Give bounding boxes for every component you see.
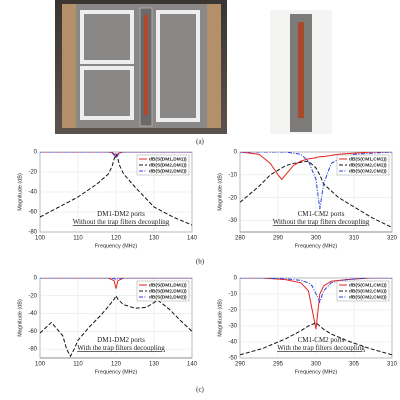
series-line bbox=[40, 278, 192, 289]
x-tick-label: 100 bbox=[35, 362, 46, 368]
x-tick-label: 140 bbox=[187, 362, 198, 368]
legend-label: dB(S(DM2,DM2)) bbox=[149, 168, 187, 174]
y-tick-label: -20 bbox=[228, 308, 237, 314]
panel-label: (b) bbox=[196, 258, 205, 266]
chart: 280 290 300 310 320 0 -10 -20 -30 Frequency (MHz)… bbox=[217, 150, 397, 250]
x-tick-label: 140 bbox=[187, 236, 198, 242]
annotation: CM1-CM2 ports bbox=[298, 336, 345, 344]
x-tick-label: 320 bbox=[387, 236, 398, 242]
legend-label: dB(S(CM2,CM2)) bbox=[349, 168, 387, 174]
legend-box bbox=[336, 154, 390, 176]
y-tick-label: -30 bbox=[228, 324, 237, 330]
y-axis-label: Magnitude (dB) bbox=[17, 173, 23, 211]
panel-label: (c) bbox=[196, 386, 204, 394]
y-axis-label: Magnitude (dB) bbox=[217, 173, 223, 211]
annotation: With the trap filters decoupling bbox=[77, 344, 165, 352]
legend-label: dB(S(CM2,CM1)) bbox=[349, 162, 387, 168]
legend-label: dB(S(DM2,DM1)) bbox=[149, 162, 187, 168]
panel-label: (a) bbox=[196, 138, 204, 146]
photo-left bbox=[55, 0, 227, 134]
chart: 290 295 300 305 310 0 -10 -20 -30 -40 -50 Frequency… bbox=[217, 276, 397, 376]
y-tick-label: -60 bbox=[28, 329, 37, 335]
photo-right bbox=[270, 10, 332, 134]
series-line bbox=[40, 152, 192, 158]
annotation: With the trap filters decoupling bbox=[277, 344, 365, 352]
x-axis-label: Frequency (MHz) bbox=[295, 243, 338, 249]
series-line bbox=[240, 278, 392, 304]
x-tick-label: 310 bbox=[349, 236, 360, 242]
x-tick-label: 300 bbox=[311, 362, 322, 368]
y-tick-label: -40 bbox=[28, 190, 37, 196]
x-axis-label: Frequency (MHz) bbox=[95, 369, 138, 375]
x-tick-label: 300 bbox=[311, 236, 322, 242]
legend-label: dB(S(CM2,CM1)) bbox=[349, 288, 387, 294]
y-tick-label: -60 bbox=[28, 210, 37, 216]
y-tick-label: -40 bbox=[28, 311, 37, 317]
x-tick-label: 290 bbox=[235, 362, 246, 368]
x-axis-label: Frequency (MHz) bbox=[295, 369, 338, 375]
x-tick-label: 290 bbox=[273, 236, 284, 242]
x-tick-label: 305 bbox=[349, 362, 360, 368]
legend-box bbox=[336, 280, 390, 302]
y-axis-label: Magnitude (dB) bbox=[217, 299, 223, 337]
y-axis-label: Magnitude (dB) bbox=[17, 299, 23, 337]
y-tick-label: -80 bbox=[28, 230, 37, 236]
y-tick-label: 0 bbox=[34, 276, 38, 282]
y-tick-label: 0 bbox=[234, 150, 238, 156]
chart: 100 110 120 130 140 0 -20 -40 -60 -80 Frequency (M… bbox=[17, 150, 197, 250]
x-tick-label: 295 bbox=[273, 362, 284, 368]
x-tick-label: 130 bbox=[149, 236, 160, 242]
y-tick-label: 0 bbox=[234, 276, 238, 282]
legend-label: dB(S(DM1,DM1)) bbox=[149, 282, 187, 288]
y-tick-label: -80 bbox=[28, 347, 37, 353]
x-tick-label: 280 bbox=[235, 236, 246, 242]
x-tick-label: 120 bbox=[111, 362, 122, 368]
x-tick-label: 310 bbox=[387, 362, 398, 368]
x-tick-label: 100 bbox=[35, 236, 46, 242]
y-tick-label: 0 bbox=[34, 150, 38, 156]
y-tick-label: -50 bbox=[228, 356, 237, 362]
y-tick-label: -20 bbox=[28, 170, 37, 176]
annotation: DM1-DM2 ports bbox=[97, 210, 145, 218]
annotation: CM1-CM2 ports bbox=[298, 210, 345, 218]
y-tick-label: -10 bbox=[228, 172, 237, 178]
legend-label: dB(S(DM2,DM2)) bbox=[149, 294, 187, 300]
series-line bbox=[240, 152, 392, 181]
series-line bbox=[40, 152, 192, 226]
x-tick-label: 110 bbox=[73, 362, 83, 368]
y-tick-label: -20 bbox=[28, 293, 37, 299]
annotation: Without the trap filters decoupling bbox=[73, 218, 170, 226]
chart: 100 110 120 130 140 0 -20 -40 -60 -80 Frequency (M… bbox=[17, 276, 197, 376]
legend-label: dB(S(DM1,DM1)) bbox=[149, 156, 187, 162]
y-tick-label: -10 bbox=[228, 292, 237, 298]
annotation: Without the trap filters decoupling bbox=[273, 218, 370, 226]
y-tick-label: -40 bbox=[228, 340, 237, 346]
x-tick-label: 110 bbox=[73, 236, 83, 242]
x-tick-label: 120 bbox=[111, 236, 122, 242]
legend-box bbox=[136, 154, 190, 176]
legend-label: dB(S(CM2,CM2)) bbox=[349, 294, 387, 300]
y-tick-label: -30 bbox=[228, 218, 237, 224]
x-axis-label: Frequency (MHz) bbox=[95, 243, 138, 249]
legend-label: dB(S(DM2,DM1)) bbox=[149, 288, 187, 294]
series-line bbox=[40, 294, 192, 358]
legend-box bbox=[136, 280, 190, 302]
legend-label: dB(S(CM1,CM1)) bbox=[349, 282, 387, 288]
x-tick-label: 130 bbox=[149, 362, 160, 368]
series-line bbox=[240, 322, 392, 356]
legend-label: dB(S(CM1,CM1)) bbox=[349, 156, 387, 162]
y-tick-label: -20 bbox=[228, 195, 237, 201]
annotation: DM1-DM2 ports bbox=[97, 336, 145, 344]
